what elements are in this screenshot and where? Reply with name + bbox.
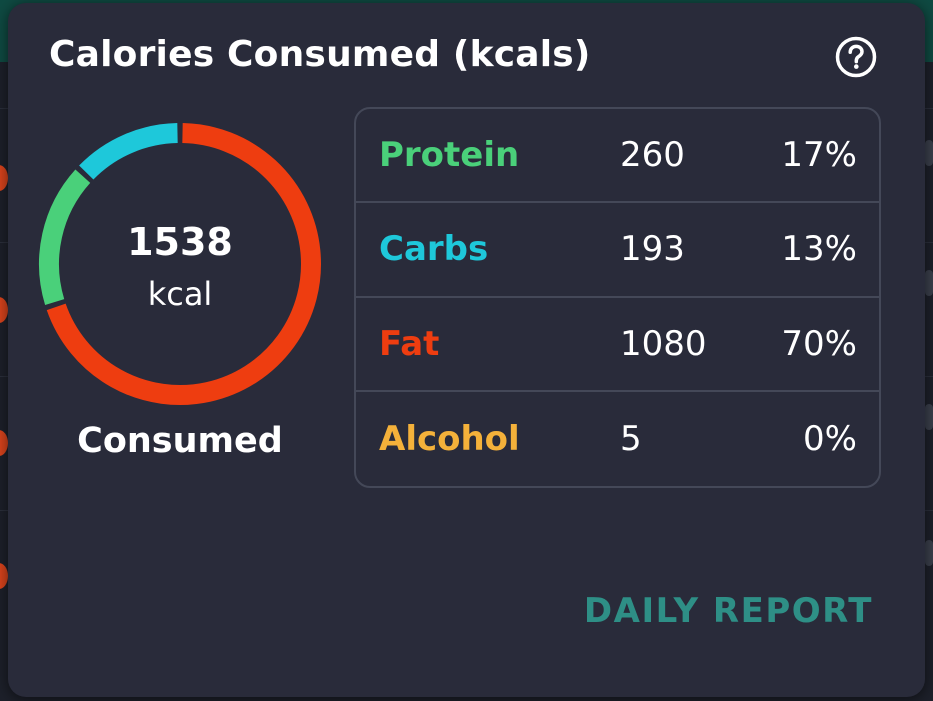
macro-name: Carbs [379, 229, 489, 270]
calorie-donut-chart: 1538 kcal [36, 120, 324, 408]
donut-segment-fat [46, 123, 321, 405]
donut-segment-carbs [79, 123, 178, 180]
daily-report-button[interactable]: DAILY REPORT [583, 591, 873, 631]
background-edge-item [925, 140, 933, 166]
background-dot [0, 165, 8, 191]
background-edge-item [925, 270, 933, 296]
donut-segment-protein [39, 169, 91, 305]
background-edge-item [925, 540, 933, 566]
macro-row-protein: Protein 260 17% [356, 109, 879, 204]
total-calories-unit: kcal [147, 275, 213, 313]
consumed-caption: Consumed [77, 421, 283, 461]
background-dot [0, 297, 8, 323]
macro-name: Fat [379, 323, 440, 364]
macro-name: Alcohol [379, 418, 520, 459]
background-dot [0, 430, 8, 456]
background-dot [0, 563, 8, 589]
background-edge-item [925, 404, 933, 430]
macro-percent: 70% [781, 323, 857, 364]
macro-kcal: 260 [620, 135, 685, 176]
macro-percent: 0% [803, 418, 857, 459]
calories-card: Calories Consumed (kcals) 1538 kcal Cons… [8, 3, 925, 697]
total-calories-value: 1538 [127, 220, 233, 264]
macro-row-fat: Fat 1080 70% [356, 298, 879, 392]
macro-percent: 17% [781, 135, 857, 176]
donut-ring [39, 123, 321, 405]
macro-row-alcohol: Alcohol 5 0% [356, 392, 879, 486]
question-circle-icon[interactable] [834, 35, 878, 79]
macro-kcal: 193 [620, 229, 685, 270]
macro-row-carbs: Carbs 193 13% [356, 203, 879, 298]
card-title: Calories Consumed (kcals) [49, 34, 591, 75]
macro-percent: 13% [781, 229, 857, 270]
macro-breakdown-table: Protein 260 17% Carbs 193 13% Fat 1080 7… [354, 107, 881, 488]
macro-name: Protein [379, 135, 520, 176]
macro-kcal: 1080 [620, 323, 707, 364]
macro-kcal: 5 [620, 418, 642, 459]
